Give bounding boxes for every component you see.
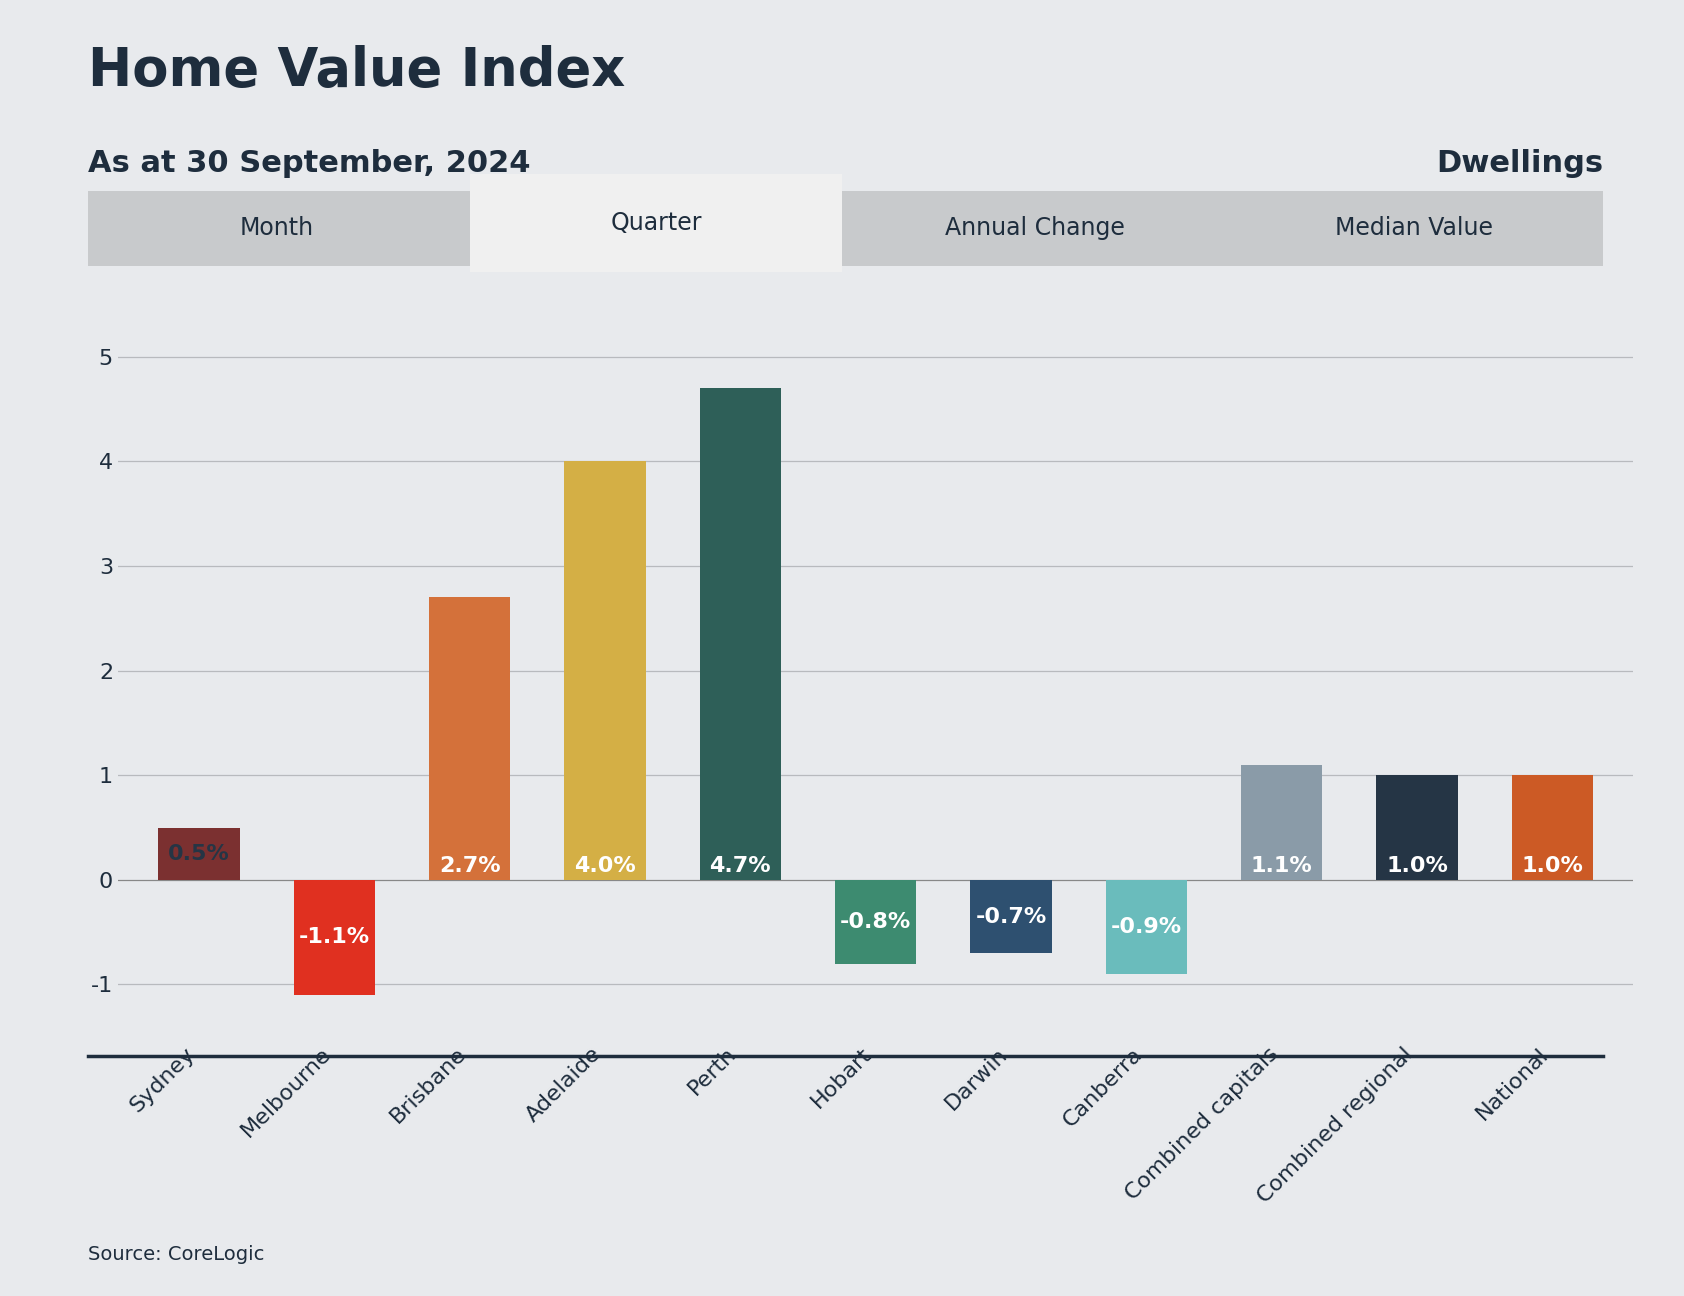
Text: -0.8%: -0.8% xyxy=(840,911,911,932)
Bar xyxy=(835,880,916,964)
Text: As at 30 September, 2024: As at 30 September, 2024 xyxy=(88,149,530,178)
Text: Median Value: Median Value xyxy=(1335,216,1492,240)
Text: 0.5%: 0.5% xyxy=(168,844,231,863)
Text: Home Value Index: Home Value Index xyxy=(88,45,625,97)
Bar xyxy=(970,880,1051,953)
Bar xyxy=(564,461,645,880)
Bar xyxy=(158,828,239,880)
Bar xyxy=(1106,880,1187,975)
Bar xyxy=(1376,775,1458,880)
Text: Source: CoreLogic: Source: CoreLogic xyxy=(88,1244,264,1264)
Text: 4.0%: 4.0% xyxy=(574,857,637,876)
Text: -0.7%: -0.7% xyxy=(975,906,1047,927)
Bar xyxy=(293,880,376,995)
Text: 4.7%: 4.7% xyxy=(709,857,771,876)
Bar xyxy=(429,597,510,880)
Text: 1.1%: 1.1% xyxy=(1251,857,1312,876)
Text: -1.1%: -1.1% xyxy=(298,928,370,947)
Text: 1.0%: 1.0% xyxy=(1386,857,1448,876)
Bar xyxy=(1512,775,1593,880)
Bar xyxy=(1241,765,1322,880)
Text: Annual Change: Annual Change xyxy=(945,216,1125,240)
Text: -0.9%: -0.9% xyxy=(1111,918,1182,937)
Text: 2.7%: 2.7% xyxy=(440,857,500,876)
Text: Dwellings: Dwellings xyxy=(1436,149,1603,178)
Text: 1.0%: 1.0% xyxy=(1521,857,1583,876)
Text: Quarter: Quarter xyxy=(610,211,702,235)
Bar xyxy=(701,389,781,880)
Text: Month: Month xyxy=(239,216,315,240)
